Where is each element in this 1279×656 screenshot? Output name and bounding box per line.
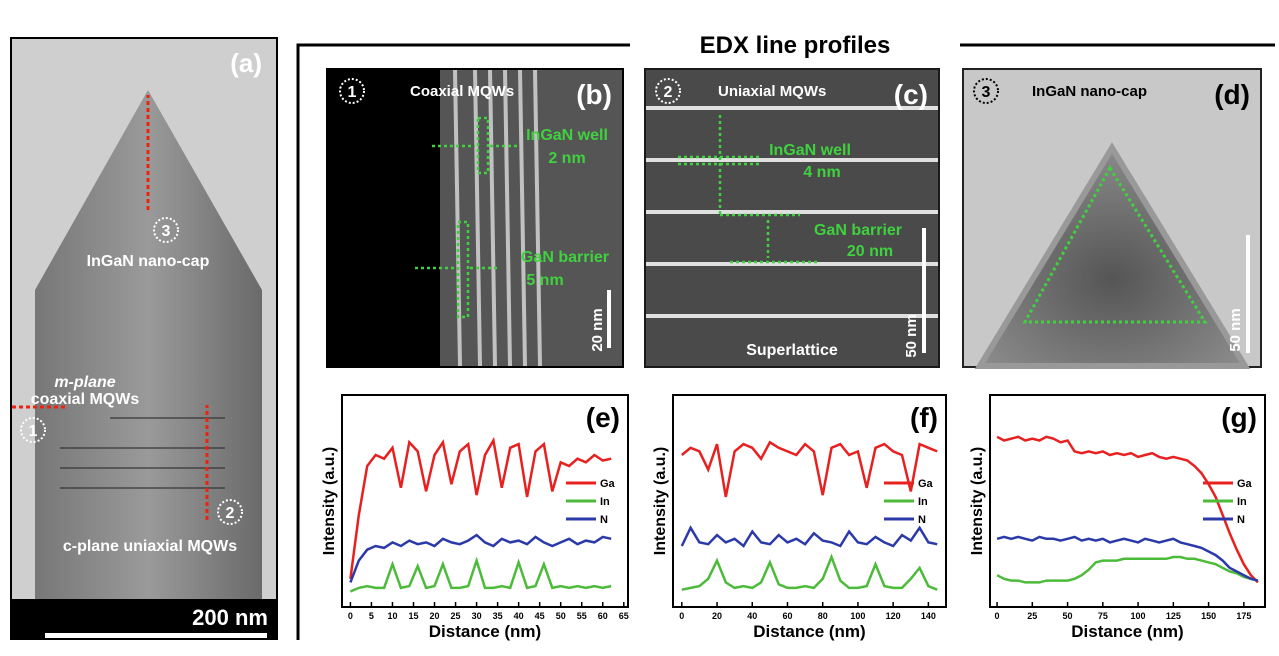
data-line <box>681 553 938 591</box>
x-tick-label: 35 <box>493 611 503 621</box>
data-line <box>681 440 938 498</box>
x-tick-label: 100 <box>1131 611 1146 621</box>
x-tick-label: 75 <box>1098 611 1108 621</box>
legend-label: In <box>600 496 610 508</box>
legend-label: N <box>1237 514 1245 526</box>
marker: 2 <box>664 84 673 101</box>
data-line <box>996 535 1259 582</box>
marker: 2 <box>226 505 235 522</box>
x-tick-label: 100 <box>850 611 865 621</box>
panel-label: (e) <box>586 402 620 433</box>
x-tick-label: 0 <box>679 611 684 621</box>
x-tick-label: 80 <box>818 611 828 621</box>
legend-label: In <box>1237 496 1247 508</box>
panel-label: (b) <box>576 79 612 110</box>
annotation: 4 nm <box>803 164 840 181</box>
annotation: GaN barrier <box>814 222 902 239</box>
x-tick-label: 0 <box>995 611 1000 621</box>
annotation: 20 nm <box>847 243 893 260</box>
legend-label: N <box>918 514 926 526</box>
x-tick-label: 55 <box>577 611 587 621</box>
annotation: m-plane <box>54 374 115 391</box>
x-tick-label: 15 <box>408 611 418 621</box>
x-tick-label: 150 <box>1201 611 1216 621</box>
plot-frame <box>341 394 629 608</box>
legend-label: N <box>600 514 608 526</box>
legend-label: Ga <box>600 478 616 490</box>
x-tick-label: 25 <box>451 611 461 621</box>
y-axis-label: Intensity (a.u.) <box>969 447 986 555</box>
x-tick-label: 20 <box>430 611 440 621</box>
data-line <box>349 436 612 579</box>
panel-c: 2 Uniaxial MQWs (c) InGaN well 4 nm GaN … <box>644 68 940 368</box>
x-tick-label: 125 <box>1166 611 1181 621</box>
legend-label: Ga <box>1237 478 1253 490</box>
legend-label: Ga <box>918 478 934 490</box>
panel-a: (a) 3 InGaN nano-cap m-plane coaxial MQW… <box>10 37 278 640</box>
x-tick-label: 175 <box>1236 611 1251 621</box>
annotation: Superlattice <box>746 342 838 359</box>
annotation: GaN barrier <box>521 249 609 266</box>
marker: 1 <box>348 84 357 101</box>
x-axis-label: Distance (nm) <box>753 622 865 641</box>
x-tick-label: 45 <box>535 611 545 621</box>
panel-label: (f) <box>910 402 938 433</box>
marker: 3 <box>982 84 991 101</box>
x-tick-label: 65 <box>619 611 629 621</box>
x-tick-label: 140 <box>921 611 936 621</box>
x-tick-label: 30 <box>472 611 482 621</box>
caption: Coaxial MQWs <box>410 83 514 100</box>
scale-bar-label: 50 nm <box>1227 308 1244 351</box>
x-tick-label: 50 <box>1063 611 1073 621</box>
panel-b: 1 Coaxial MQWs (b) InGaN well 2 nm GaN b… <box>326 68 624 368</box>
data-line <box>996 435 1259 584</box>
data-line <box>349 533 612 583</box>
data-line <box>996 555 1259 584</box>
plot-frame <box>989 394 1266 608</box>
data-line <box>349 556 612 593</box>
x-tick-label: 40 <box>514 611 524 621</box>
annotation: 5 nm <box>526 272 563 289</box>
annotation: c-plane uniaxial MQWs <box>63 538 237 555</box>
panel-label: (c) <box>894 79 928 110</box>
panel-label: (a) <box>230 48 262 78</box>
caption: InGaN nano-cap <box>1032 83 1147 100</box>
marker: 3 <box>162 223 171 240</box>
annotation: InGaN well <box>769 142 851 159</box>
x-tick-label: 25 <box>1027 611 1037 621</box>
figure-title: EDX line profiles <box>700 32 891 59</box>
x-tick-label: 50 <box>556 611 566 621</box>
scale-bar-label: 50 nm <box>903 314 920 357</box>
y-axis-label: Intensity (a.u.) <box>321 447 338 555</box>
x-tick-label: 20 <box>712 611 722 621</box>
annotation: InGaN well <box>526 127 608 144</box>
y-axis-label: Intensity (a.u.) <box>652 447 669 555</box>
legend-label: In <box>918 496 928 508</box>
x-tick-label: 0 <box>348 611 353 621</box>
x-tick-label: 120 <box>886 611 901 621</box>
x-tick-label: 40 <box>747 611 757 621</box>
panel-label: (g) <box>1221 402 1257 433</box>
data-line <box>680 525 938 548</box>
x-tick-label: 5 <box>369 611 374 621</box>
caption: Uniaxial MQWs <box>718 83 826 100</box>
x-axis-label: Distance (nm) <box>1071 622 1183 641</box>
scale-bar-label: 20 nm <box>589 308 606 351</box>
annotation: 2 nm <box>548 150 585 167</box>
x-tick-label: 10 <box>387 611 397 621</box>
x-tick-label: 60 <box>598 611 608 621</box>
plot-frame <box>672 394 947 608</box>
panel-d: 3 InGaN nano-cap (d) 50 nm <box>962 68 1262 369</box>
marker: 1 <box>29 423 38 440</box>
x-tick-label: 60 <box>782 611 792 621</box>
annotation: coaxial MQWs <box>31 391 140 408</box>
scale-bar-label: 200 nm <box>192 605 268 630</box>
x-axis-label: Distance (nm) <box>429 622 541 641</box>
panel-label: (d) <box>1214 79 1250 110</box>
annotation: InGaN nano-cap <box>87 253 210 270</box>
